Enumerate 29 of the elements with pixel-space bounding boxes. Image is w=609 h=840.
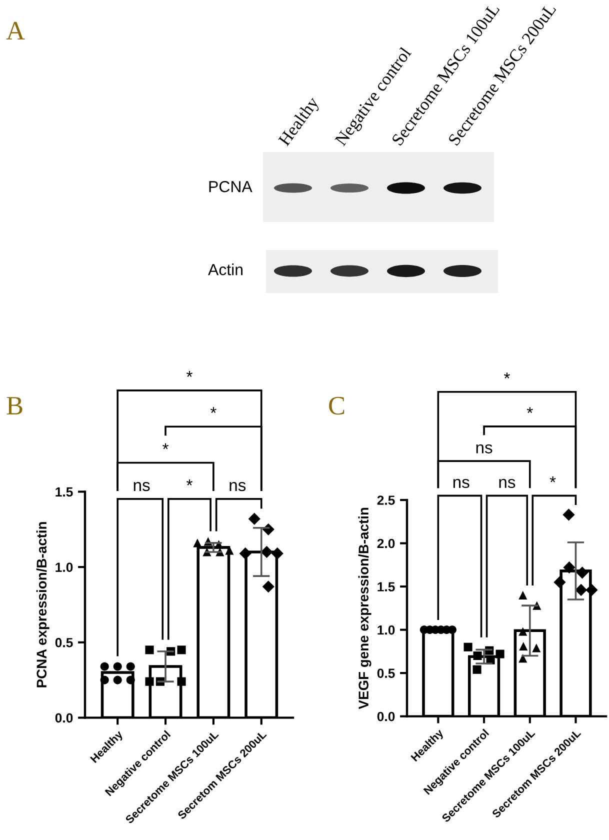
text: Actin bbox=[208, 264, 242, 276]
text: * bbox=[526, 407, 533, 414]
chart-title: C bbox=[329, 396, 344, 415]
text: ns bbox=[134, 482, 150, 492]
text: A bbox=[6, 22, 25, 40]
y-tick-label: 0.5 bbox=[377, 668, 395, 678]
text: ns bbox=[230, 482, 246, 492]
text: * bbox=[162, 443, 168, 450]
y-tick-label: 1.0 bbox=[56, 562, 73, 572]
text: * bbox=[186, 479, 192, 486]
y-axis-title: PCNA expression/B-actin bbox=[36, 522, 50, 688]
text: ns bbox=[499, 478, 516, 488]
y-tick-label: 0.0 bbox=[377, 712, 395, 722]
text: PCNA bbox=[209, 180, 252, 192]
chart-title: B bbox=[6, 397, 22, 414]
y-tick-label: 1.0 bbox=[378, 625, 395, 635]
text: * bbox=[186, 371, 192, 377]
y-tick-label: 0.5 bbox=[55, 638, 73, 648]
text: * bbox=[504, 372, 510, 378]
y-tick-label: 1.5 bbox=[378, 582, 395, 592]
y-tick-label: 2.5 bbox=[377, 496, 395, 505]
y-axis-title: VEGF gene expression/B-actin bbox=[358, 508, 372, 710]
text: ns bbox=[476, 444, 492, 454]
y-tick-label: 2.0 bbox=[377, 538, 395, 548]
y-tick-label: 0.0 bbox=[55, 713, 73, 723]
text: * bbox=[210, 407, 216, 414]
y-tick-label: 1.5 bbox=[56, 487, 73, 497]
text: ns bbox=[453, 478, 470, 488]
text: * bbox=[550, 476, 556, 482]
